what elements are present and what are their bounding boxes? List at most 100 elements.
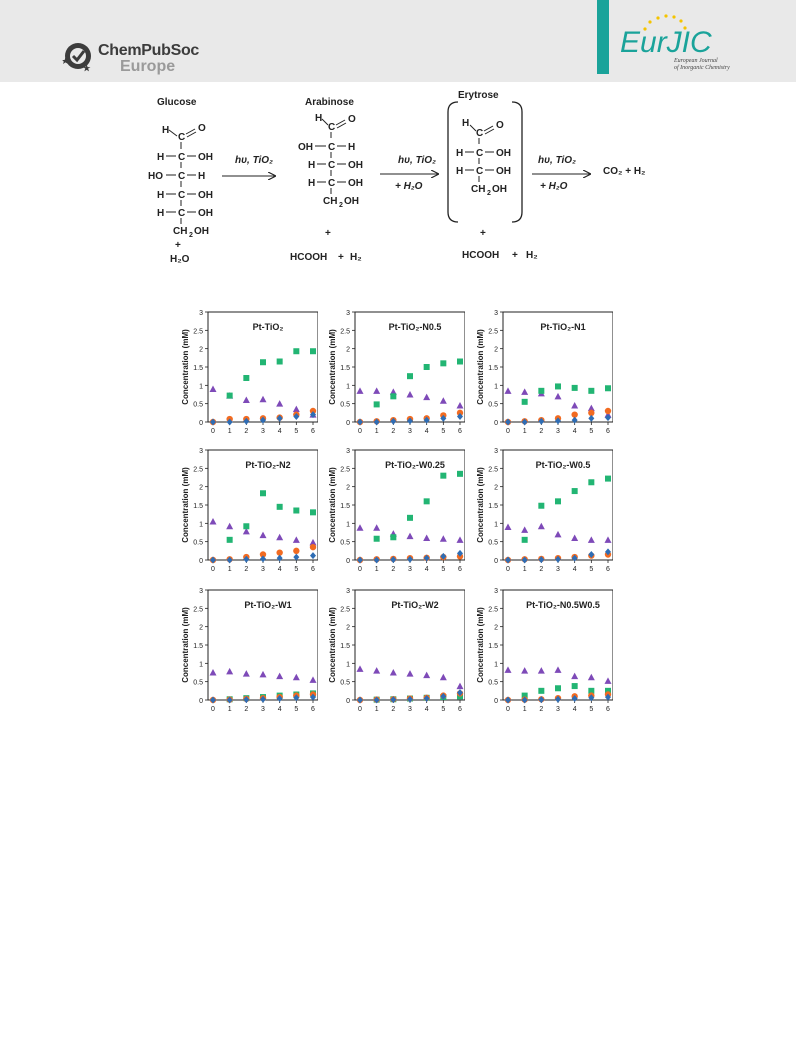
svg-text:2: 2 (189, 232, 193, 239)
x-tick-label: 0 (506, 706, 510, 713)
svg-text:C: C (476, 148, 483, 159)
data-point-triangle (571, 402, 579, 409)
x-tick-label: 6 (311, 428, 315, 435)
svg-text:OH: OH (344, 196, 359, 207)
y-tick-label: 3 (199, 588, 203, 595)
y-axis-label: Concentration (mM) (328, 329, 337, 405)
data-point-diamond (407, 555, 413, 563)
data-point-diamond (260, 555, 266, 563)
chart-title: Pt-TiO₂-N2 (245, 460, 290, 470)
data-point-square (571, 683, 578, 690)
chart-panel: 00.511.522.530123456Irradiation time (h)… (463, 580, 613, 715)
y-tick-label: 2 (346, 485, 350, 492)
data-point-triangle (554, 666, 562, 673)
formic-acid-2: HCOOH (462, 250, 499, 261)
data-point-square (260, 359, 266, 366)
y-tick-label: 1.5 (193, 503, 203, 510)
journal-logo-text: EurJIC (620, 26, 712, 59)
svg-text:C: C (178, 152, 185, 163)
data-point-triangle (276, 672, 284, 680)
y-tick-label: 2.5 (488, 328, 498, 335)
data-point-diamond (357, 418, 363, 426)
svg-text:H: H (308, 178, 315, 189)
x-tick-label: 5 (441, 706, 445, 713)
data-point-square (423, 364, 430, 370)
y-tick-label: 2.5 (488, 466, 498, 473)
y-tick-label: 0.5 (193, 540, 203, 547)
data-point-diamond (390, 556, 397, 564)
data-point-diamond (440, 414, 447, 422)
svg-text:H: H (456, 166, 463, 177)
data-point-diamond (293, 413, 300, 420)
y-tick-label: 1.5 (340, 643, 350, 650)
y-tick-label: 2 (346, 625, 350, 632)
y-tick-label: 2.5 (193, 466, 203, 473)
data-point-triangle (242, 670, 250, 677)
y-tick-label: 2.5 (340, 328, 350, 335)
svg-text:C: C (178, 132, 185, 143)
svg-text:H: H (315, 113, 322, 124)
y-tick-label: 0.5 (193, 680, 203, 687)
data-point-triangle (292, 405, 300, 413)
y-tick-label: 1.5 (488, 365, 498, 372)
data-point-diamond (588, 414, 595, 422)
data-point-diamond (210, 418, 216, 426)
chart-svg: 00.511.522.530123456Irradiation time (h)… (181, 588, 318, 713)
data-point-square (440, 360, 447, 367)
y-tick-label: 3 (346, 310, 350, 317)
x-tick-label: 5 (294, 428, 298, 435)
y-axis-label: Concentration (mM) (476, 467, 485, 543)
y-tick-label: 0.5 (488, 402, 498, 409)
y-tick-label: 2 (494, 485, 498, 492)
arrow1-top: hυ, TiO₂ (235, 155, 273, 166)
y-tick-label: 1 (199, 661, 203, 668)
data-point-triangle (537, 522, 545, 530)
data-point-diamond (605, 414, 611, 422)
y-tick-label: 1.5 (340, 365, 350, 372)
y-tick-label: 2.5 (340, 466, 350, 473)
data-point-triangle (587, 536, 595, 543)
svg-text:OH: OH (194, 226, 209, 237)
y-tick-label: 0.5 (488, 680, 498, 687)
chart-title: Pt-TiO₂-W0.25 (385, 460, 445, 470)
chart-title: Pt-TiO₂-N1 (540, 322, 585, 332)
svg-text:C: C (476, 128, 483, 139)
svg-text:CH: CH (173, 226, 187, 237)
data-point-diamond (457, 413, 463, 420)
data-point-circle (293, 547, 300, 555)
data-point-triangle (406, 670, 414, 677)
data-point-circle (309, 543, 317, 551)
svg-text:OH: OH (198, 208, 213, 219)
data-point-diamond (521, 556, 528, 564)
chart-title: Pt-TiO₂-N0.5 (389, 322, 442, 332)
data-point-triangle (571, 672, 579, 680)
x-tick-label: 0 (358, 428, 362, 435)
data-point-triangle (521, 526, 529, 533)
svg-text:C: C (476, 166, 483, 177)
data-point-diamond (243, 555, 250, 563)
svg-text:H: H (157, 190, 164, 201)
data-point-triangle (209, 385, 217, 392)
data-point-diamond (555, 417, 561, 425)
x-tick-label: 3 (408, 706, 412, 713)
y-tick-label: 1 (346, 521, 350, 528)
chempubsoc-logo: ChemPubSoc Europe (62, 40, 199, 76)
svg-text:C: C (328, 122, 335, 133)
data-point-diamond (243, 417, 250, 425)
data-point-triangle (389, 388, 397, 395)
svg-text:H: H (157, 152, 164, 163)
data-point-triangle (554, 392, 562, 400)
y-tick-label: 0 (346, 420, 350, 427)
data-point-triangle (456, 402, 464, 409)
y-tick-label: 3 (494, 588, 498, 595)
data-point-circle (604, 407, 612, 415)
data-point-circle (456, 409, 464, 417)
data-point-square (457, 470, 463, 477)
data-point-square (226, 392, 233, 399)
data-point-triangle (309, 538, 317, 546)
x-tick-label: 1 (228, 428, 232, 435)
x-tick-label: 1 (523, 706, 527, 713)
x-tick-label: 1 (523, 428, 527, 435)
data-point-triangle (504, 523, 512, 530)
data-point-square (571, 488, 578, 495)
